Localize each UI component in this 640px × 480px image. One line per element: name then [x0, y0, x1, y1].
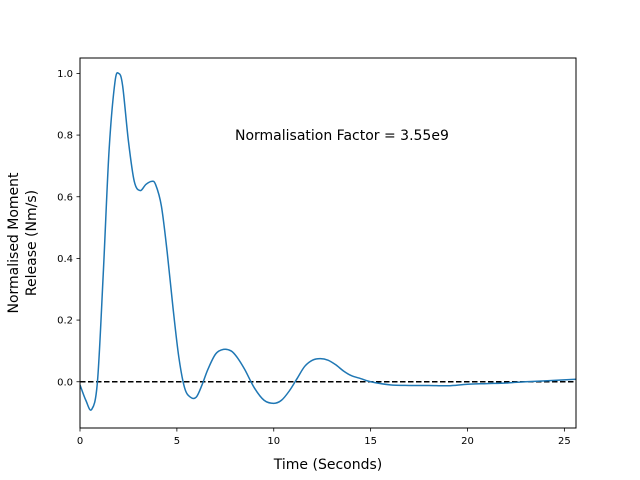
- plot-frame: [79, 57, 577, 429]
- x-axis-label: Time (Seconds): [273, 457, 382, 473]
- y-tick-label: 0.6: [57, 192, 73, 203]
- x-tick-label: 20: [461, 436, 474, 447]
- y-axis-label: Normalised Moment Release (Nm/s): [6, 172, 40, 314]
- y-tick-label: 0.2: [57, 316, 73, 327]
- x-tick-label: 25: [558, 436, 571, 447]
- series-line-0: [80, 71, 576, 411]
- plot-series-group: [80, 71, 576, 411]
- x-tick-label: 5: [174, 436, 180, 447]
- x-tick-label: 0: [77, 436, 83, 447]
- y-tick-label: 0.4: [57, 254, 73, 265]
- y-axis-label-line-1: Normalised Moment: [6, 172, 22, 314]
- ticks-group: 0 5 10 15 20 25 0.0 0.2 0.4 0.6 0.8 1.0: [57, 69, 571, 447]
- y-axis-label-line-2: Release (Nm/s): [24, 190, 40, 296]
- x-tick-label: 15: [364, 436, 377, 447]
- y-tick-label: 1.0: [57, 69, 73, 80]
- x-tick-label: 10: [267, 436, 280, 447]
- y-tick-label: 0.0: [57, 377, 73, 388]
- y-tick-label: 0.8: [57, 131, 73, 142]
- annotation-text: Normalisation Factor = 3.55e9: [235, 128, 449, 144]
